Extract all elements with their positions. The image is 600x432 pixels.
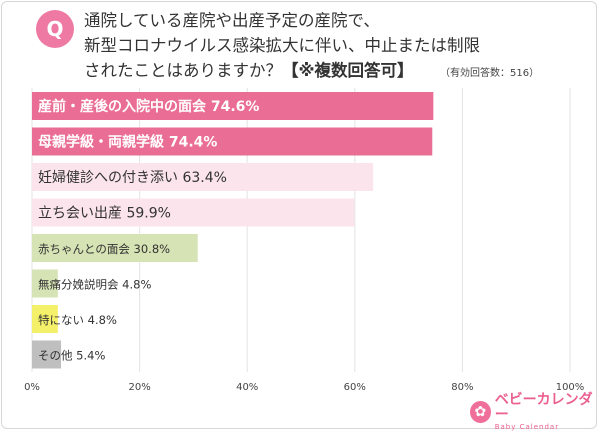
bar [32,127,433,156]
question-text: 通院している産院や出産予定の産院で、 新型コロナウイルス感染拡大に伴い、中止また… [84,8,584,83]
logo-name: ベビーカレンダー [494,391,593,423]
bar [32,234,198,262]
bar-label: 母親学級・両親学級 74.4% [38,134,217,151]
bar-label: 特にない 4.8% [38,313,117,327]
question-emphasis: 【※複数回答可】 [282,61,414,80]
question-badge: Q [36,10,74,48]
bar-label: その他 5.4% [38,349,105,363]
bar [32,269,58,298]
logo-subtitle: Baby Calendar [494,422,560,431]
bar-label: 赤ちゃんとの面会 30.8% [38,242,170,256]
bar-label: 無痛分娩説明会 4.8% [38,278,151,292]
x-tick-label: 20% [128,382,150,393]
bar-label: 妊婦健診への付き添い 63.4% [38,169,227,186]
bar [32,305,58,333]
question-line-3: されたことはありますか？ [84,61,282,80]
bar-label: 産前・産後の入院中の面会 74.6% [38,98,259,115]
respondent-count: （有効回答数：516） [440,68,540,79]
bar [32,198,355,227]
x-tick-label: 100% [556,382,585,393]
bar [32,340,62,369]
question-line-1: 通院している産院や出産予定の産院で、 [84,11,380,30]
x-tick-label: 0% [24,382,40,393]
bar-label: 立ち会い出産 59.9% [38,206,171,222]
x-tick-label: 60% [344,382,366,393]
bar [32,163,374,191]
brand-logo: ✿ ベビーカレンダー Baby Calendar [470,392,600,431]
bar [32,92,434,120]
question-line-2: 新型コロナウイルス感染拡大に伴い、中止または制限 [84,36,480,55]
x-tick-label: 80% [451,382,473,393]
baby-calendar-logo-icon: ✿ [470,401,491,423]
x-tick-label: 40% [236,382,258,393]
